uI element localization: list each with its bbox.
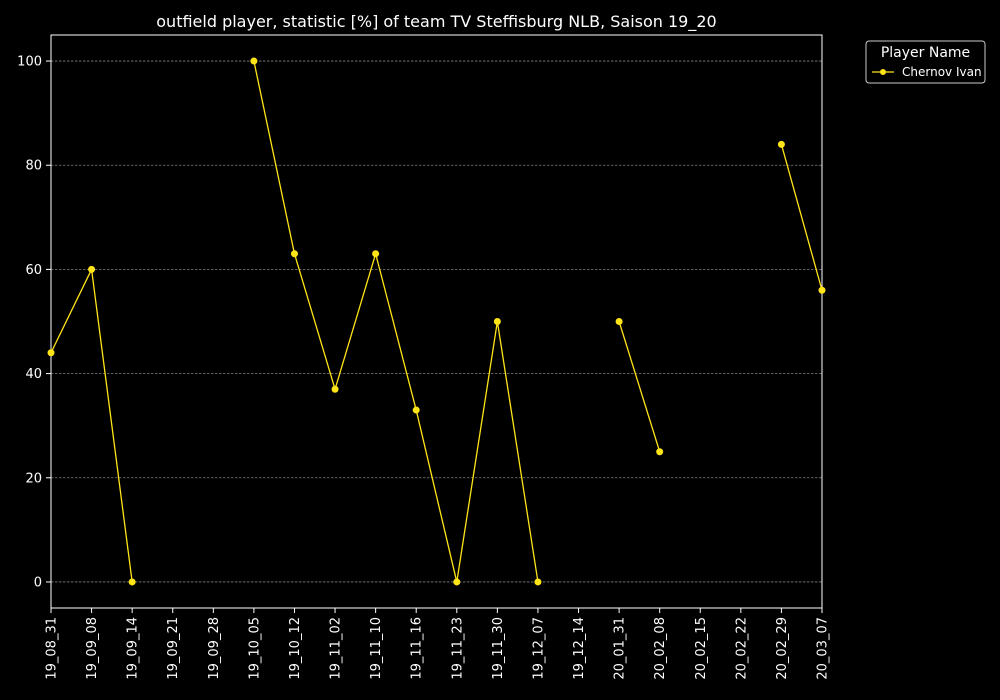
data-point xyxy=(656,448,664,456)
y-tick-label: 20 xyxy=(25,471,42,486)
data-point xyxy=(615,318,623,325)
x-tick-label: 19_11_10 xyxy=(369,617,384,680)
x-tick-label: 19_11_16 xyxy=(410,617,425,680)
x-tick-label: 19_08_31 xyxy=(45,617,60,680)
data-point xyxy=(47,349,55,357)
series-line-segment xyxy=(780,144,823,291)
x-tick-label: 20_02_08 xyxy=(653,617,668,680)
x-tick-label: 19_12_14 xyxy=(572,617,587,680)
legend: Player Name Chernov Ivan xyxy=(865,40,986,84)
x-tick-label: 20_03_07 xyxy=(816,617,831,680)
x-tick-label: 19_09_21 xyxy=(166,617,181,680)
x-tick-label: 19_10_05 xyxy=(247,617,262,680)
y-axis: 0 20 40 60 80 100 xyxy=(17,55,51,590)
plot-frame xyxy=(50,34,823,609)
chart-title: outfield player, statistic [%] of team T… xyxy=(156,12,716,32)
x-tick-label: 19_11_30 xyxy=(491,617,506,680)
x-tick-label: 19_12_07 xyxy=(531,617,546,680)
grid-lines xyxy=(51,60,822,583)
data-point xyxy=(331,385,339,393)
x-tick-label: 19_09_08 xyxy=(85,617,100,680)
legend-items: Chernov Ivan xyxy=(872,65,982,79)
x-axis: 19_08_31 19_09_08 19_09_14 19_09_21 19_09_28… xyxy=(45,608,831,680)
data-point xyxy=(777,140,785,148)
x-tick-label: 20_01_31 xyxy=(613,617,628,680)
data-point xyxy=(453,578,461,586)
y-tick-label: 80 xyxy=(25,159,42,174)
legend-title: Player Name xyxy=(881,45,970,61)
data-point xyxy=(250,57,258,65)
x-tick-label: 19_11_23 xyxy=(450,617,465,680)
x-tick-label: 20_02_22 xyxy=(734,617,749,680)
series-layer xyxy=(47,57,826,586)
x-tick-label: 20_02_29 xyxy=(775,617,790,680)
data-point xyxy=(372,250,380,258)
data-point xyxy=(818,286,826,294)
data-point xyxy=(534,578,542,586)
y-tick-label: 60 xyxy=(25,263,42,278)
data-point xyxy=(290,250,298,258)
data-point xyxy=(493,318,501,325)
series-line-segment xyxy=(253,60,539,583)
x-tick-label: 19_09_14 xyxy=(126,617,141,680)
legend-label: Chernov Ivan xyxy=(902,65,982,79)
y-tick-label: 100 xyxy=(17,55,42,70)
y-tick-label: 40 xyxy=(25,367,42,382)
x-tick-label: 20_02_15 xyxy=(694,617,709,680)
y-tick-label: 0 xyxy=(34,575,42,590)
series-line-segment xyxy=(618,321,661,452)
x-tick-label: 19_11_02 xyxy=(329,617,344,680)
legend-swatch-marker xyxy=(880,69,886,75)
x-tick-label: 19_10_12 xyxy=(288,617,303,680)
series-line-segment xyxy=(50,267,133,583)
data-point xyxy=(412,406,420,414)
data-point xyxy=(128,578,136,586)
data-point xyxy=(88,265,96,273)
x-tick-label: 19_09_28 xyxy=(207,617,222,680)
legend-box xyxy=(865,40,986,84)
